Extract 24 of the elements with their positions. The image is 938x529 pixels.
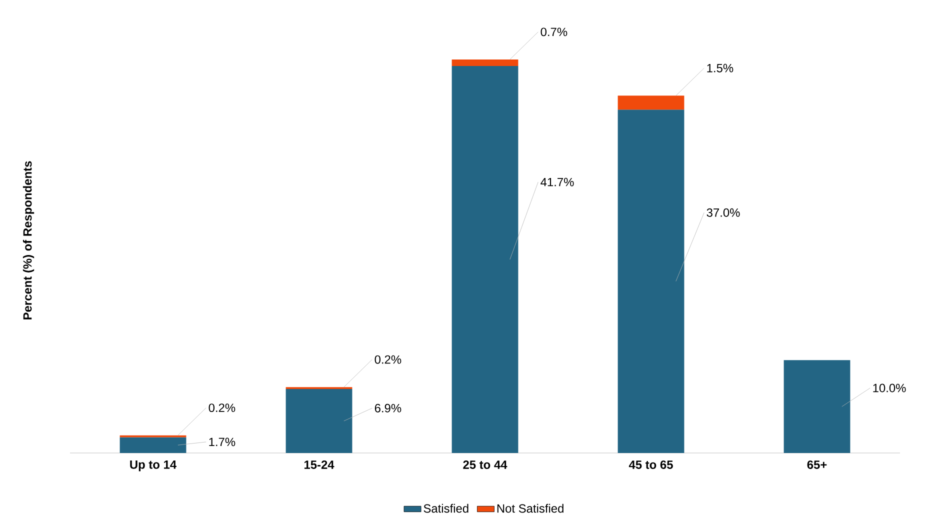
data-label: 41.7%	[540, 178, 574, 186]
bar	[618, 110, 684, 453]
x-tick-label: 15-24	[304, 460, 334, 469]
x-tick-label: 25 to 44	[463, 460, 508, 469]
legend-label: Satisfied	[424, 504, 468, 513]
y-axis-title: Percent (%) of Respondents	[22, 161, 34, 320]
legend-label: Not Satisfied	[497, 504, 564, 513]
bar	[286, 388, 352, 453]
bar	[784, 360, 850, 453]
bar	[452, 59, 518, 66]
data-label: 1.7%	[209, 438, 236, 446]
x-tick-label: 65+	[807, 460, 827, 469]
x-tick-label: Up to 14	[130, 460, 177, 472]
bar	[120, 437, 186, 453]
data-label: 10.0%	[873, 384, 906, 392]
data-label: 1.5%	[707, 64, 734, 72]
data-label: 37.0%	[706, 208, 740, 217]
data-label: 0.2%	[374, 355, 402, 364]
x-tick-label: 45 to 65	[628, 460, 673, 469]
data-label: 0.7%	[540, 28, 568, 36]
data-label: 6.9%	[374, 404, 402, 412]
data-label: 0.2%	[208, 404, 236, 412]
bar	[452, 66, 518, 453]
bar	[618, 96, 684, 110]
